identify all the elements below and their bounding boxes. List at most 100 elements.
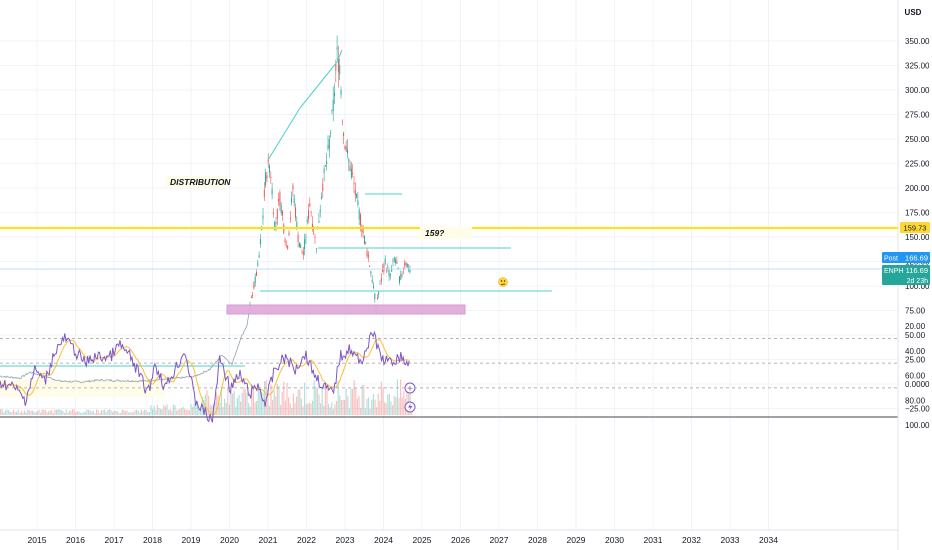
price-tick-label: 200.00 — [905, 184, 930, 193]
rising-trendline-3[interactable] — [336, 49, 343, 63]
price-tick-label: 225.00 — [905, 160, 930, 169]
candle-body — [274, 221, 276, 230]
volume-bar — [302, 406, 304, 415]
volume-bar — [124, 411, 126, 415]
candle-body — [344, 146, 346, 149]
trendlines[interactable] — [260, 49, 552, 292]
volume-bar — [25, 412, 27, 415]
volume-bar — [97, 409, 99, 415]
distribution-label[interactable]: DISTRIBUTION — [170, 177, 231, 187]
thinking-face-icon[interactable] — [498, 277, 508, 287]
volume-bar — [280, 404, 282, 415]
volume-bar — [139, 412, 141, 415]
candle-body — [339, 65, 341, 75]
currency-label[interactable]: USD — [905, 8, 922, 17]
volume-bar — [120, 412, 122, 415]
volume-bar — [388, 393, 390, 415]
volume-bar — [401, 397, 403, 415]
candle-body — [409, 269, 411, 273]
volume-bar — [52, 412, 54, 415]
candle-body — [332, 99, 334, 112]
volume-bar — [140, 409, 142, 415]
time-tick-label: 2019 — [182, 535, 201, 545]
volume-bar — [72, 409, 74, 415]
target-question-label[interactable]: 159? — [425, 228, 445, 238]
post-tag-label: Post — [884, 256, 898, 263]
volume-bar — [208, 395, 210, 415]
volume-bar — [156, 404, 158, 415]
volume-bar — [142, 411, 144, 415]
rising-trendline-1[interactable] — [267, 107, 301, 161]
candle-body — [266, 175, 268, 179]
volume-bar — [275, 396, 277, 415]
candle-body — [379, 283, 381, 285]
time-tick-label: 2025 — [413, 535, 432, 545]
volume-bar — [211, 405, 213, 415]
volume-bar — [321, 385, 323, 415]
level-price-tag[interactable]: 159.73 — [900, 222, 930, 233]
volume-bar — [193, 403, 195, 415]
volume-bar — [118, 412, 120, 415]
volume-bar — [336, 400, 338, 415]
candle-body — [301, 252, 303, 254]
volume-bar — [153, 405, 155, 415]
candle-body — [272, 212, 274, 214]
candle-body — [300, 245, 302, 249]
price-tick-label: 275.00 — [905, 111, 930, 120]
candle-body — [399, 276, 400, 283]
volume-bar — [406, 388, 408, 415]
candle-body — [310, 211, 312, 213]
volume-bar — [316, 388, 318, 415]
candle-body — [352, 172, 354, 175]
time-axis[interactable]: 2015 2016 2017 2018 2019 2020 2021 2022 2023 2024… — [28, 535, 779, 545]
volume-bar — [395, 397, 397, 415]
volume-bar — [30, 410, 32, 415]
volume-bar — [385, 403, 387, 415]
volume-bar — [177, 409, 179, 415]
volume-bar — [209, 404, 211, 415]
candle-body — [340, 90, 342, 96]
volume-bar — [160, 408, 162, 415]
price-tick-label: 25.00 — [905, 356, 926, 365]
candle-body — [401, 274, 403, 276]
volume-bar — [126, 410, 128, 415]
candle-body — [405, 262, 407, 266]
volume-bar — [328, 403, 330, 415]
candle-body — [357, 200, 359, 206]
price-axis[interactable]: 350.00 325.00 300.00 275.00 250.00 225.00 200.… — [905, 37, 930, 414]
volume-bar — [57, 409, 59, 415]
candle-body — [304, 239, 306, 249]
volume-bar — [305, 404, 307, 415]
volume-bar — [308, 402, 310, 415]
time-tick-label: 2021 — [259, 535, 278, 545]
rsi-ma-line — [0, 339, 410, 416]
rsi-axis[interactable]: 100.00 80.00 60.00 40.00 20.00 — [905, 322, 930, 430]
volume-bar — [318, 394, 320, 415]
distribution-label-bg — [166, 176, 228, 188]
target-label-bg — [420, 227, 472, 239]
volume-bar — [70, 410, 72, 415]
volume-bar — [129, 412, 131, 415]
post-price-tag[interactable]: Post 166.69 — [882, 252, 930, 263]
volume-bar — [145, 409, 147, 415]
volume-bar — [240, 401, 242, 415]
candle-body — [314, 236, 316, 238]
candle-body — [356, 193, 358, 198]
volume-bar — [171, 410, 173, 415]
candle-body — [265, 172, 267, 186]
support-zone-box[interactable] — [226, 304, 466, 315]
volume-bar — [233, 391, 235, 415]
time-tick-label: 2034 — [759, 535, 778, 545]
volume-bar — [12, 409, 14, 415]
volume-bar — [264, 380, 266, 415]
time-tick-label: 2016 — [66, 535, 85, 545]
volume-bar — [377, 393, 379, 415]
volume-bar — [180, 408, 182, 415]
price-tick-label: 75.00 — [905, 307, 926, 316]
volume-bar — [4, 410, 6, 415]
lightning-icon[interactable] — [404, 401, 416, 413]
candle-body — [362, 228, 364, 233]
rising-trendline-2[interactable] — [299, 61, 338, 109]
symbol-price-tag[interactable]: ENPH 116.69 2d 23h — [882, 265, 930, 285]
